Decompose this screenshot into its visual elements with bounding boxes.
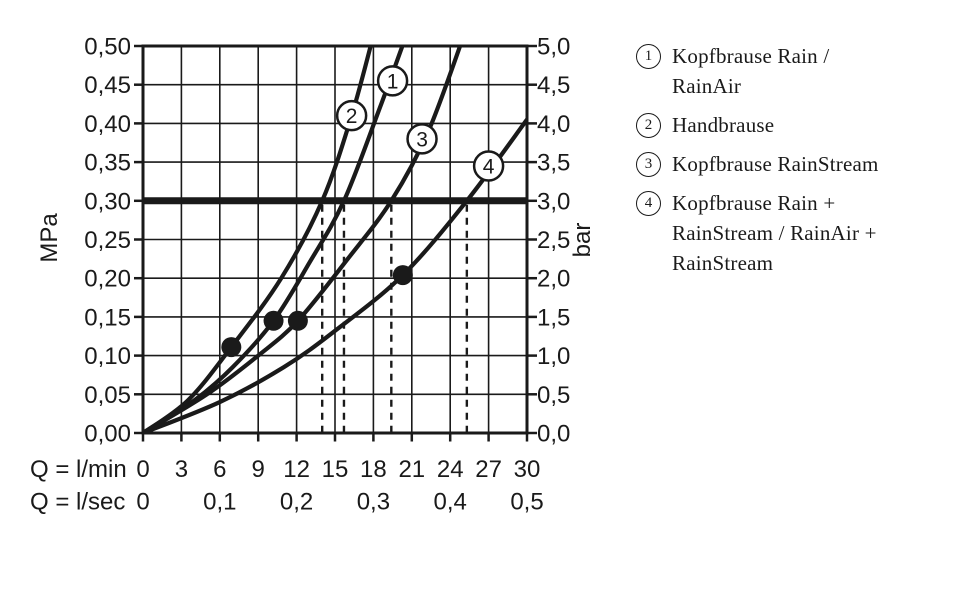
y-left-tick-label-6: 0,30 <box>84 188 131 215</box>
x-lmin-tick-label-8: 24 <box>437 456 464 483</box>
x-lmin-tick-label-1: 3 <box>175 456 188 483</box>
y-right-tick-label-10: 5,0 <box>537 34 570 61</box>
y-right-tick-label-4: 2,0 <box>537 266 570 293</box>
y-right-tick-label-1: 0,5 <box>537 382 570 409</box>
y-left-tick-label-7: 0,35 <box>84 150 131 177</box>
curve-label-number-3: 3 <box>416 128 428 151</box>
curve-label-circle-2 <box>335 99 368 132</box>
y-right-tick-label-5: 2,5 <box>537 227 570 254</box>
legend-item-2: 2 Handbrause <box>636 110 936 140</box>
y-right-tick-label-3: 1,5 <box>537 304 570 331</box>
x-lmin-tick-label-7: 21 <box>398 456 425 483</box>
x-lmin-tick-label-2: 6 <box>213 456 226 483</box>
legend-item-label-3: Kopfbrause RainStream <box>672 152 879 176</box>
legend-item-label-2: Handbrause <box>672 113 775 137</box>
legend-circled-number-4: 4 <box>636 191 661 216</box>
grid-lines <box>142 45 528 434</box>
y-right-tick-label-8: 4,0 <box>537 111 570 138</box>
y-left-tick-label-5: 0,25 <box>84 227 131 254</box>
legend: 1 Kopfbrause Rain / RainAir 2 Handbrause… <box>636 41 936 278</box>
flow-dot-4 <box>392 265 413 286</box>
flow-curve-4 <box>143 117 527 433</box>
legend-item-1: 1 Kopfbrause Rain / RainAir <box>636 41 936 101</box>
flow-dot-2 <box>221 337 242 358</box>
y-left-tick-label-1: 0,05 <box>84 382 131 409</box>
curve-label-circle-3 <box>406 123 438 155</box>
curve-label-number-1: 1 <box>387 70 399 93</box>
x-lsec-tick-label-0: 0 <box>136 489 149 516</box>
legend-circled-number-1: 1 <box>636 44 661 69</box>
x-lsec-tick-label-5: 0,5 <box>510 489 543 516</box>
x-lsec-tick-label-3: 0,3 <box>357 489 390 516</box>
curve-label-number-4: 4 <box>483 155 495 178</box>
y-right-tick-label-2: 1,0 <box>537 343 570 370</box>
y-left-tick-label-2: 0,10 <box>84 343 131 370</box>
x-lsec-tick-label-1: 0,1 <box>203 489 236 516</box>
flow-dot-3 <box>287 310 308 331</box>
x-lsec-tick-label-2: 0,2 <box>280 489 313 516</box>
legend-circled-number-3: 3 <box>636 152 661 177</box>
legend-item-4: 4 Kopfbrause Rain + RainStream / RainAir… <box>636 188 936 278</box>
curve-label-number-2: 2 <box>346 105 358 128</box>
flow-curve-3 <box>143 46 463 433</box>
y-left-tick-label-9: 0,45 <box>84 72 131 99</box>
y-right-tick-label-6: 3,0 <box>537 188 570 215</box>
x-lsec-tick-label-4: 0,4 <box>434 489 467 516</box>
x-lmin-tick-label-3: 9 <box>252 456 265 483</box>
y-left-tick-label-0: 0,00 <box>84 421 131 448</box>
x-lmin-tick-label-10: 30 <box>514 456 541 483</box>
y-right-tick-label-9: 4,5 <box>537 72 570 99</box>
legend-circled-number-2: 2 <box>636 113 661 138</box>
axis-ticks <box>134 44 537 442</box>
x-axis-lmin-label: Q = l/min <box>30 456 127 483</box>
flow-dot-1 <box>263 310 284 331</box>
y-left-tick-label-8: 0,40 <box>84 111 131 138</box>
x-lmin-tick-label-6: 18 <box>360 456 387 483</box>
x-lmin-tick-label-0: 0 <box>136 456 149 483</box>
flow-curve-1 <box>143 46 405 433</box>
curve-label-circle-4 <box>472 150 505 182</box>
y-axis-right-unit-label: bar <box>569 223 596 258</box>
y-left-tick-label-10: 0,50 <box>84 34 131 61</box>
y-axis-left-unit-label: MPa <box>36 213 63 263</box>
y-left-tick-label-3: 0,15 <box>84 304 131 331</box>
x-lmin-tick-label-9: 27 <box>475 456 502 483</box>
x-axis-lsec-label: Q = l/sec <box>30 489 125 516</box>
y-right-tick-label-7: 3,5 <box>537 150 570 177</box>
x-lmin-tick-label-4: 12 <box>283 456 310 483</box>
y-right-tick-label-0: 0,0 <box>537 421 570 448</box>
legend-item-label-1: Kopfbrause Rain / RainAir <box>672 44 830 98</box>
curve-label-circle-1 <box>376 65 409 97</box>
legend-item-3: 3 Kopfbrause RainStream <box>636 149 936 179</box>
legend-item-label-4: Kopfbrause Rain + RainStream / RainAir +… <box>672 191 877 275</box>
x-lmin-tick-label-5: 15 <box>322 456 349 483</box>
y-left-tick-label-4: 0,20 <box>84 266 131 293</box>
